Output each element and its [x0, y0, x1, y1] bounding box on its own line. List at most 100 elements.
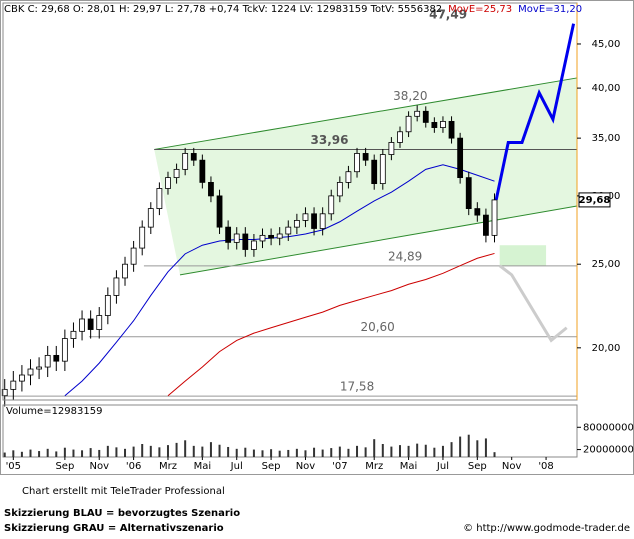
volume-bar [141, 444, 144, 457]
candle-body [208, 182, 214, 197]
volume-bar [373, 439, 376, 457]
x-tick-label: Nov [502, 461, 522, 472]
candle-body [285, 226, 292, 235]
volume-bar [364, 447, 367, 457]
candle-body [457, 137, 464, 179]
volume-bar [433, 447, 436, 457]
candle-body [96, 315, 103, 330]
x-tick-label: Jul [230, 461, 243, 472]
volume-bar [261, 450, 264, 457]
volume-bar [459, 436, 462, 457]
volume-bar [321, 449, 324, 457]
volume-bar [81, 450, 84, 457]
candle-body [440, 120, 446, 128]
volume-tick-label: 80000000 [583, 422, 634, 433]
volume-bar [3, 452, 6, 457]
volume-bar [227, 446, 230, 457]
volume-bar [149, 445, 152, 457]
candle-body [397, 131, 403, 143]
volume-bar [201, 446, 204, 457]
candle-body [388, 142, 395, 155]
price-panel: 47,49 38,20 33,96 24,89 20,60 17,58 [1, 7, 578, 407]
candle-body [311, 213, 317, 229]
candle-body [276, 233, 283, 239]
volume-bar [424, 444, 427, 457]
candle-body [251, 240, 257, 250]
price-label: 29,68 [579, 195, 611, 206]
target-zone [499, 245, 547, 266]
scenario-legend: Skizzierung GRAU = Alternativszenario [4, 523, 224, 534]
candle-body [405, 115, 412, 133]
volume-bar [450, 442, 453, 457]
volume-bar [244, 447, 247, 457]
candle-body [139, 226, 146, 249]
volume-bar [20, 451, 23, 457]
candle-body [379, 154, 386, 185]
candle-body [190, 153, 197, 161]
candle-body [173, 168, 180, 179]
quote: CBK C: 29,68 O: 28,01 H: 29,97 L: 27,78 … [4, 4, 442, 15]
candle-body [156, 188, 163, 209]
candle-body [414, 110, 421, 117]
candle-body [147, 208, 154, 228]
candle-body [302, 213, 309, 221]
candle-body [371, 159, 378, 185]
candle-body [61, 338, 68, 362]
candle-body [448, 120, 455, 139]
level-label: 38,20 [393, 89, 427, 103]
channel-area [154, 77, 578, 275]
candle-body [182, 153, 189, 170]
volume-bar [29, 449, 32, 457]
volume-bar [313, 447, 316, 457]
volume-tick-label: 20000000 [583, 445, 634, 456]
candle-body [491, 199, 498, 236]
volume-bar [98, 449, 101, 457]
volume-bar [476, 440, 479, 457]
volume-bar [184, 440, 187, 457]
x-tick-label: Mrz [365, 461, 383, 472]
credit: Chart erstellt mit TeleTrader Profession… [22, 486, 225, 497]
candle-body [165, 177, 171, 189]
volume-bar [175, 442, 178, 457]
y-tick-label: 40,00 [592, 83, 621, 94]
x-tick-label: '07 [332, 461, 347, 472]
volume-label: Volume=12983159 [6, 406, 102, 417]
volume-bar [416, 443, 419, 457]
volume-bar [63, 447, 66, 457]
volume-bar [467, 434, 470, 457]
x-tick-label: Sep [468, 461, 487, 472]
volume-bar [192, 445, 195, 457]
volume-bar [89, 448, 92, 457]
candle-body [474, 208, 481, 216]
candle-body [259, 234, 266, 242]
volume-bar [252, 449, 255, 457]
scenario-path [494, 23, 576, 200]
volume-bar [166, 445, 169, 457]
volume-bar [132, 446, 135, 457]
volume-bar [209, 442, 212, 457]
candle-body [354, 153, 360, 173]
candle-body [113, 277, 120, 296]
channel-line [179, 205, 578, 276]
y-tick-label: 25,00 [592, 259, 621, 270]
y-tick-label: 45,00 [592, 39, 621, 50]
candle-body [319, 213, 326, 229]
level-label: 47,49 [429, 7, 467, 21]
candle-body [130, 247, 137, 265]
volume-bar [124, 448, 127, 457]
level-label: 20,60 [360, 320, 394, 334]
x-tick-label: Nov [296, 461, 316, 472]
volume-bar [390, 446, 393, 457]
x-tick-label: Mrz [159, 461, 177, 472]
candle-body [19, 374, 25, 382]
volume-bar [270, 449, 273, 457]
volume-bar [115, 447, 118, 457]
level-label: 24,89 [388, 249, 422, 263]
candle-body [422, 110, 429, 123]
x-tick-label: Nov [89, 461, 109, 472]
channel-line [154, 77, 578, 150]
volume-bar [295, 448, 298, 457]
candle-body [431, 122, 438, 128]
candle-body [1, 388, 8, 397]
